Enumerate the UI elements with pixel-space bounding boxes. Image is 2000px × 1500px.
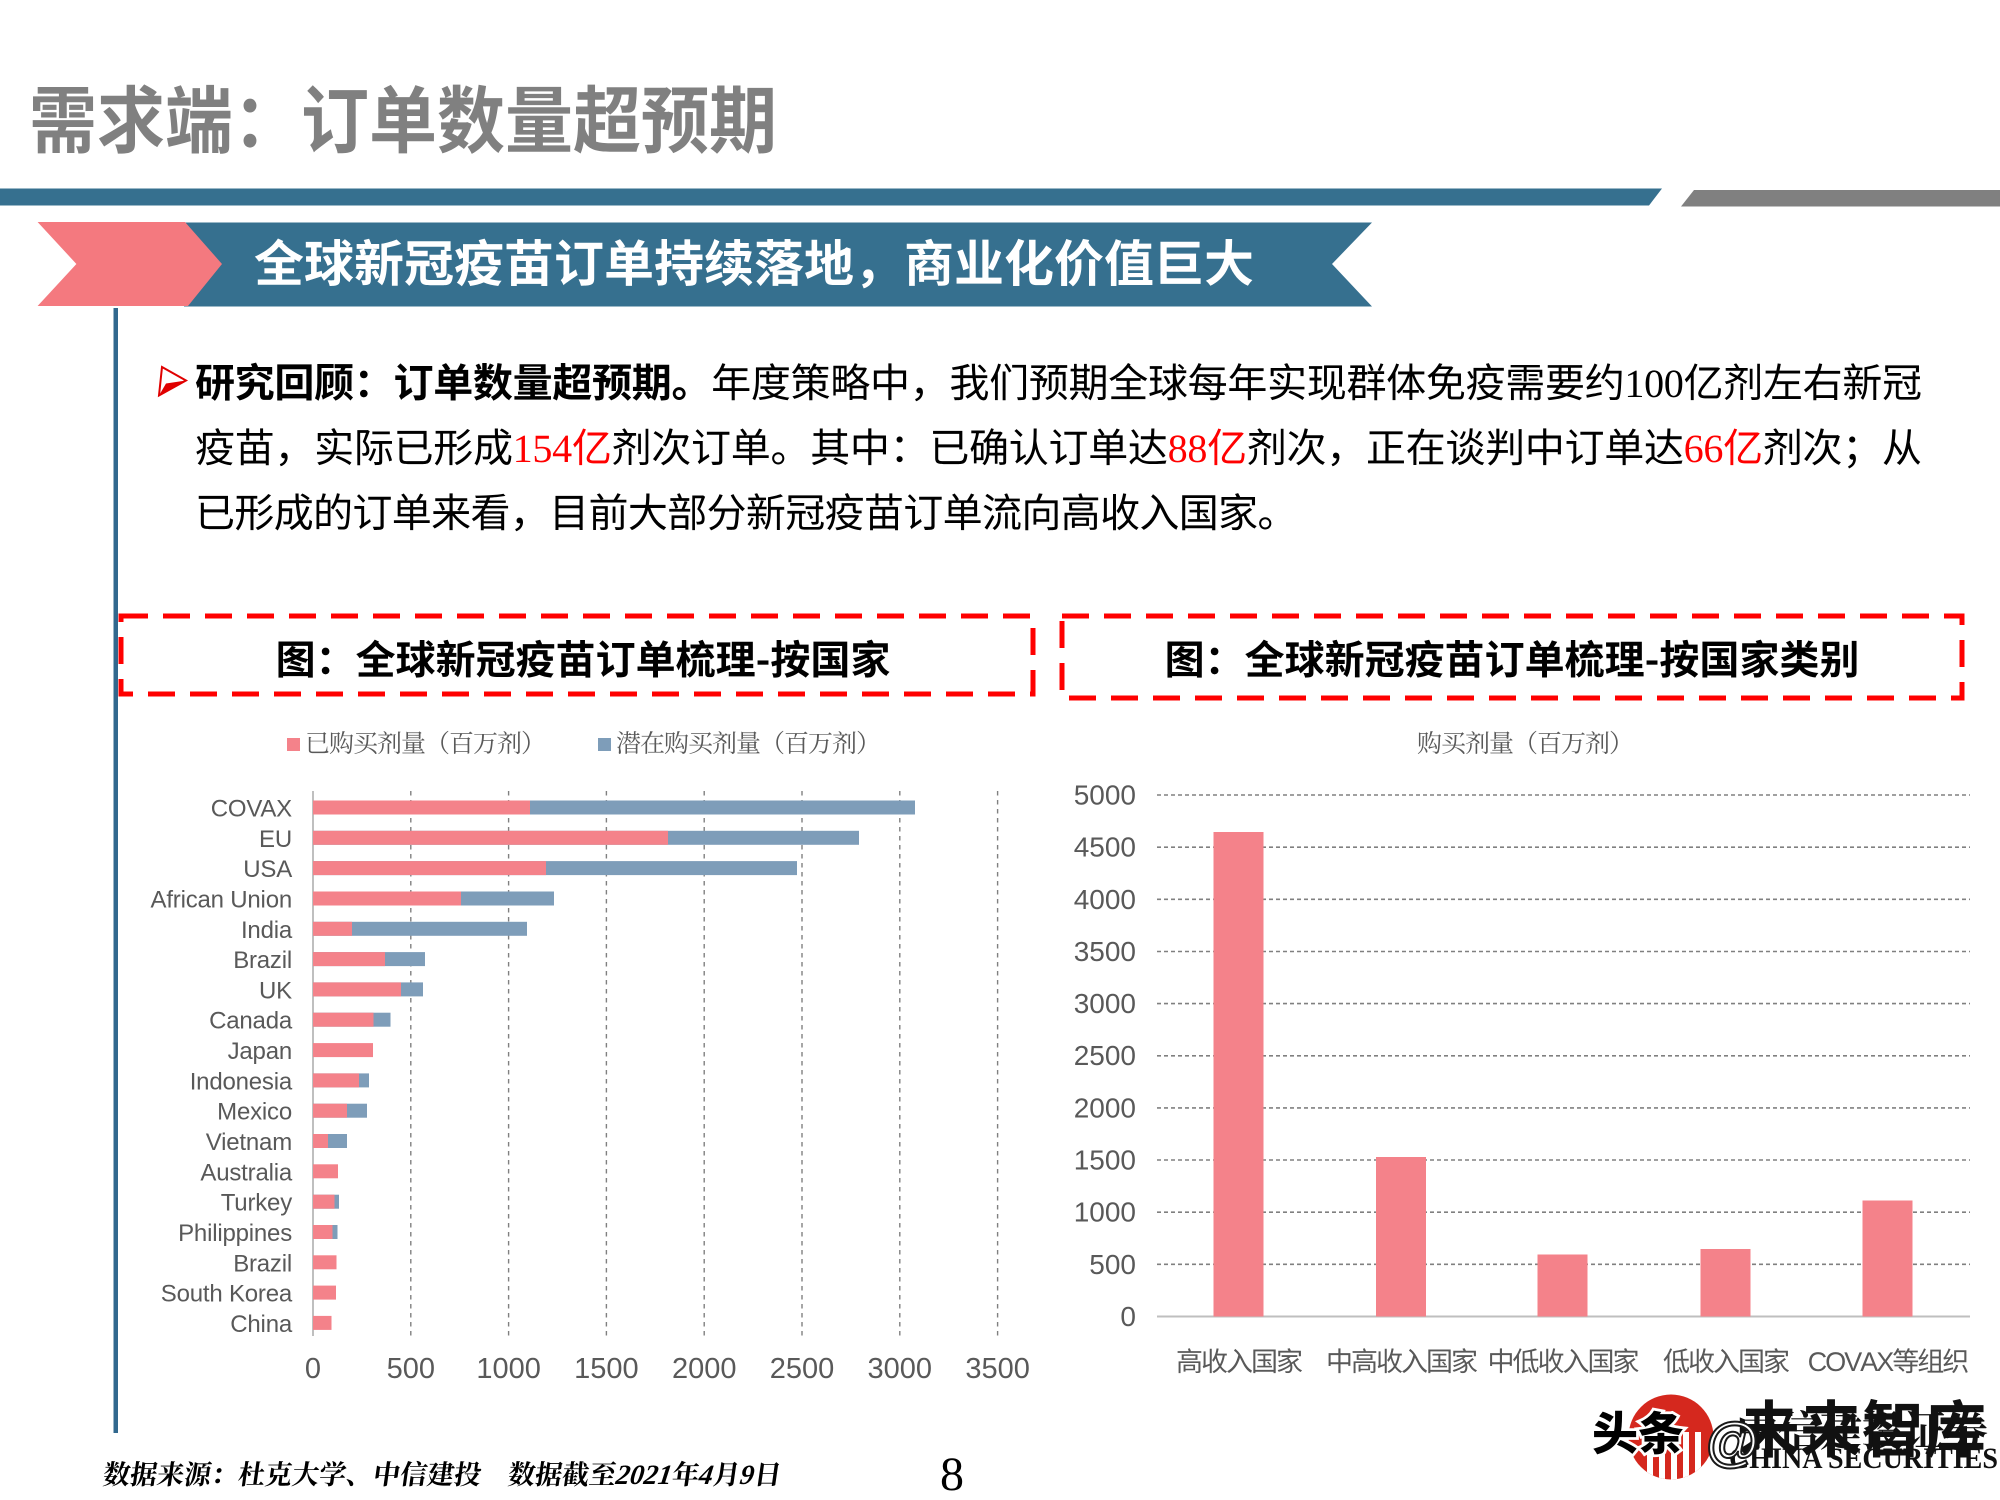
- svg-text:China: China: [230, 1311, 293, 1338]
- svg-text:8: 8: [940, 1448, 964, 1500]
- svg-text:3500: 3500: [1074, 936, 1136, 967]
- svg-text:Japan: Japan: [228, 1038, 292, 1065]
- svg-text:2000: 2000: [1074, 1092, 1136, 1123]
- svg-text:0: 0: [1120, 1301, 1136, 1332]
- svg-text:Brazil: Brazil: [233, 947, 292, 974]
- svg-text:Philippines: Philippines: [178, 1220, 292, 1247]
- svg-text:EU: EU: [259, 826, 292, 853]
- svg-text:Indonesia: Indonesia: [190, 1068, 293, 1095]
- svg-text:3000: 3000: [1074, 988, 1136, 1019]
- svg-text:500: 500: [1089, 1249, 1136, 1280]
- svg-text:4000: 4000: [1074, 884, 1136, 915]
- svg-text:4500: 4500: [1074, 832, 1136, 863]
- svg-text:500: 500: [387, 1353, 435, 1385]
- svg-text:COVAX: COVAX: [211, 796, 292, 823]
- svg-text:Canada: Canada: [209, 1008, 293, 1035]
- svg-text:Brazil: Brazil: [233, 1250, 292, 1277]
- svg-text:South Korea: South Korea: [161, 1281, 293, 1308]
- svg-text:Australia: Australia: [200, 1159, 292, 1186]
- svg-text:UK: UK: [259, 977, 292, 1004]
- svg-text:3000: 3000: [868, 1353, 933, 1385]
- svg-text:1500: 1500: [574, 1353, 639, 1385]
- svg-text:2000: 2000: [672, 1353, 737, 1385]
- svg-text:0: 0: [305, 1353, 321, 1385]
- svg-text:USA: USA: [243, 856, 292, 883]
- svg-text:India: India: [241, 917, 293, 944]
- svg-text:Mexico: Mexico: [217, 1099, 292, 1126]
- svg-text:Vietnam: Vietnam: [206, 1129, 292, 1156]
- svg-text:2500: 2500: [770, 1353, 835, 1385]
- svg-text:African Union: African Union: [151, 887, 292, 914]
- svg-text:3500: 3500: [965, 1353, 1030, 1385]
- svg-text:1500: 1500: [1074, 1145, 1136, 1176]
- svg-text:2500: 2500: [1074, 1040, 1136, 1071]
- svg-text:1000: 1000: [476, 1353, 541, 1385]
- svg-text:1000: 1000: [1074, 1197, 1136, 1228]
- svg-text:Turkey: Turkey: [221, 1190, 292, 1217]
- svg-text:5000: 5000: [1074, 780, 1136, 811]
